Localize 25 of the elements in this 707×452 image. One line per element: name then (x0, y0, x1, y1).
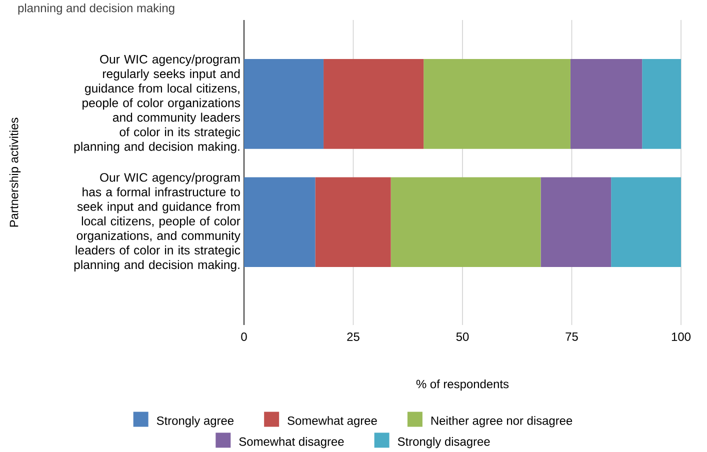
x-axis-title: % of respondents (416, 380, 509, 391)
legend-label: Strongly disagree (398, 437, 490, 448)
x-tick-label: 25 (347, 332, 360, 341)
x-tick-label: 0 (241, 332, 247, 341)
x-tick-label: 50 (456, 332, 469, 341)
bar (611, 177, 682, 268)
bar (244, 177, 316, 268)
legend-label: Strongly agree (156, 416, 234, 428)
y-tick-label: Our WIC agency/program has a formal infrastructure to seek input and guidance from local citizens, people of color organizations, and community leaders of color in its strategic planning and decision making. (74, 172, 240, 272)
bar (570, 59, 642, 149)
y-tick-label: Our WIC agency/program regularly seeks input and guidance from local citizens, people of color organizations and community leaders of color in its strategic planning and decision making. (74, 54, 240, 154)
bar (244, 59, 324, 149)
bar (540, 177, 612, 268)
bar (315, 177, 391, 268)
x-tick-label: 75 (566, 332, 578, 341)
legend-label: Somewhat disagree (239, 437, 344, 448)
legend-label: Somewhat agree (288, 416, 377, 428)
bar (390, 177, 541, 268)
legend-label: Neither agree nor disagree (431, 416, 572, 428)
bar (424, 59, 570, 149)
y-axis-title: Partnership activities (9, 118, 21, 227)
bar (642, 59, 682, 149)
x-tick-label: 100 (672, 332, 691, 341)
text: planning and decision making (18, 4, 174, 15)
bar (324, 59, 424, 149)
